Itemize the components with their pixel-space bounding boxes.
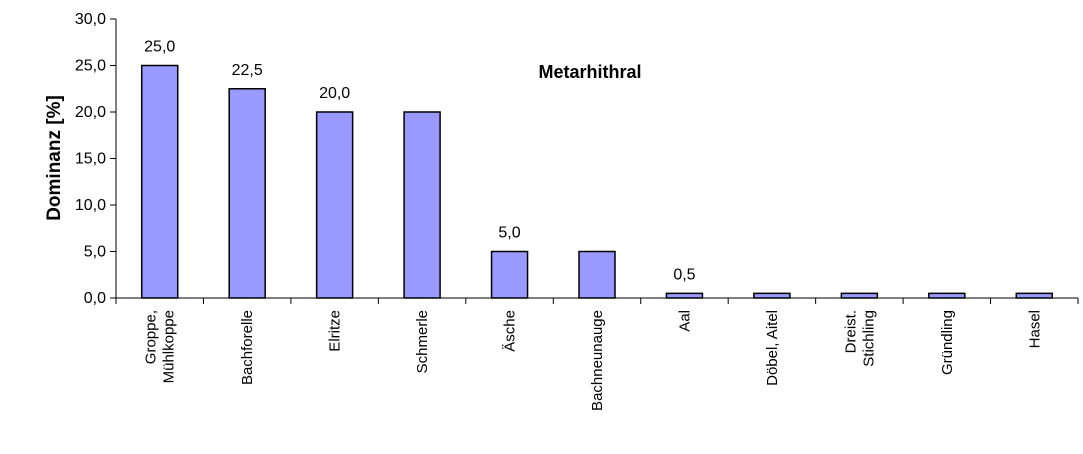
y-axis-label: Dominanz [%] [44, 95, 65, 221]
category-label: Aal [676, 310, 693, 332]
bar [840, 292, 879, 299]
category-label: Schmerle [414, 310, 431, 373]
y-tick-label: 25,0 [75, 58, 106, 75]
category-label: Elritze [327, 310, 344, 352]
category-label: Dreist.Stichling [842, 310, 877, 367]
data-label: 20,0 [319, 85, 350, 102]
bar [928, 292, 966, 299]
y-tick-label: 5,0 [84, 244, 106, 261]
category-label: Bachforelle [239, 310, 256, 385]
bar [753, 292, 791, 299]
data-label: 0,5 [673, 266, 695, 283]
y-tick-label: 30,0 [75, 11, 106, 28]
bar [228, 88, 266, 299]
category-label: Döbel, Aitel [764, 310, 781, 386]
bar [140, 64, 179, 299]
plot-area: 0,0 5,0 10,0 15,0 20,0 25,0 30,0 25,0 Groppe,Müh… [75, 11, 1079, 411]
category-label: Äsche [502, 310, 519, 352]
category-label: Hasel [1026, 310, 1043, 348]
category-label: Gründling [939, 310, 956, 375]
bar [1015, 292, 1054, 299]
data-label: 22,5 [232, 62, 263, 79]
y-tick-label: 20,0 [75, 104, 106, 121]
category-label: Bachneunauge [589, 310, 606, 411]
y-tick-label: 10,0 [75, 197, 106, 214]
data-label: 5,0 [498, 225, 520, 242]
chart-title: Metarhithral [538, 62, 641, 82]
bar [490, 250, 529, 299]
bar [315, 111, 354, 299]
bar [578, 250, 616, 299]
y-tick-label: 0,0 [84, 290, 106, 307]
category-label: Groppe,Mühlkoppe [143, 310, 178, 383]
bar [403, 111, 441, 299]
y-tick-label: 15,0 [75, 151, 106, 168]
data-label: 25,0 [144, 39, 175, 56]
bar [665, 292, 704, 299]
